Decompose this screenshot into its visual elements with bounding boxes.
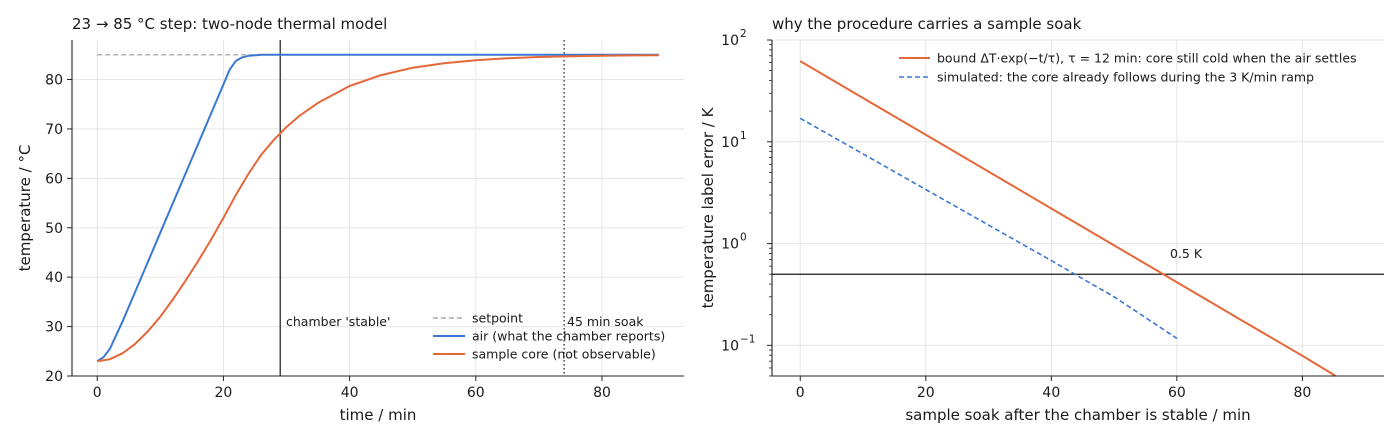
right-y-tick-exponent: 2 — [740, 28, 747, 40]
right-y-tick-base: 10 — [721, 237, 739, 253]
left-x-tick-label: 80 — [593, 385, 611, 401]
left-x-label: time / min — [340, 406, 417, 424]
right-x-tick-label: 60 — [1168, 385, 1186, 401]
line-sample-core-not-observable — [97, 54, 659, 363]
left-y-tick-label: 60 — [45, 171, 63, 187]
legend-label-bound-t-exp-t-12-min-core-still-cold-whe: bound ΔT·exp(−t/τ), τ = 12 min: core sti… — [937, 51, 1357, 66]
right-y-tick-exponent: 0 — [740, 232, 747, 244]
line-simulated-the-core-already-follows-durin — [799, 117, 1178, 340]
annotation-half-kelvin: 0.5 K — [1170, 246, 1203, 261]
left-ticks: 0 20 40 60 80 20 30 40 50 60 70 80 — [45, 73, 611, 401]
left-y-tick-label: 40 — [45, 270, 63, 286]
left-y-tick-label: 80 — [45, 73, 63, 89]
left-chart-title: 23 → 85 °C step: two-node thermal model — [72, 15, 387, 33]
legend-label-sample-core-not-observable: sample core (not observable) — [472, 347, 656, 362]
legend-label-simulated-the-core-already-follows-durin: simulated: the core already follows duri… — [937, 70, 1314, 85]
right-y-tick-exponent: −1 — [740, 333, 755, 345]
left-x-tick-label: 20 — [215, 385, 233, 401]
line-bound-t-exp-t-12-min-core-still-cold-whe — [799, 60, 1337, 377]
right-y-tick-base: 10 — [721, 338, 739, 354]
left-x-tick-label: 40 — [341, 385, 359, 401]
right-gridlines — [772, 39, 1384, 376]
right-x-tick-label: 80 — [1293, 385, 1311, 401]
left-y-tick-label: 70 — [45, 122, 63, 138]
left-legend: setpoint air (what the chamber reports) sa… — [433, 311, 665, 362]
right-x-label: sample soak after the chamber is stable … — [905, 406, 1250, 424]
annotation-chamber-stable: chamber 'stable' — [286, 314, 390, 329]
right-x-tick-label: 0 — [796, 385, 805, 401]
right-chart-title: why the procedure carries a sample soak — [772, 15, 1082, 33]
left-x-tick-label: 0 — [93, 385, 102, 401]
left-y-tick-label: 20 — [45, 369, 63, 385]
left-x-tick-label: 60 — [467, 385, 485, 401]
left-y-label: temperature / °C — [16, 145, 34, 272]
right-x-tick-label: 20 — [917, 385, 935, 401]
right-chart: why the procedure carries a sample soak … — [699, 15, 1384, 424]
right-y-tick-exponent: 1 — [740, 130, 747, 142]
left-series — [96, 40, 659, 376]
line-air-what-the-chamber-reports — [96, 53, 659, 363]
legend-label-air-what-the-chamber-reports: air (what the chamber reports) — [472, 329, 665, 344]
right-y-tick-base: 10 — [721, 135, 739, 151]
right-y-tick-base: 10 — [721, 33, 739, 49]
right-series — [772, 60, 1384, 377]
annotation-soak: 45 min soak — [567, 314, 644, 329]
right-x-tick-label: 40 — [1042, 385, 1060, 401]
right-y-label: temperature label error / K — [699, 106, 717, 308]
right-legend: bound ΔT·exp(−t/τ), τ = 12 min: core sti… — [899, 51, 1357, 85]
left-chart: 23 → 85 °C step: two-node thermal model … — [16, 15, 684, 424]
left-y-tick-label: 50 — [45, 221, 63, 237]
legend-label-setpoint: setpoint — [472, 311, 523, 326]
left-y-tick-label: 30 — [45, 320, 63, 336]
